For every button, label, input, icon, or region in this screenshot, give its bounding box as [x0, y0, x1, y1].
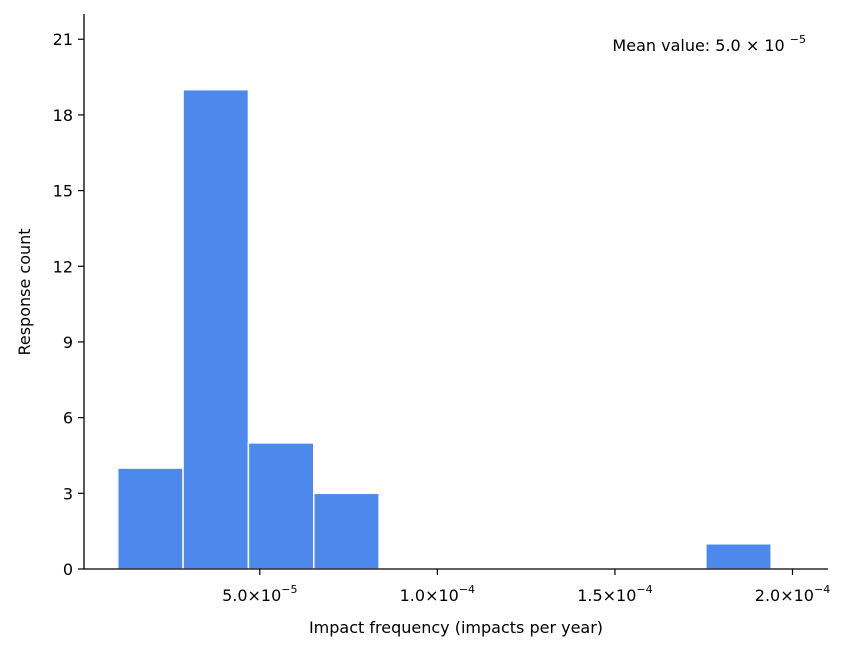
y-tick-label: 21: [53, 30, 73, 49]
x-tick-label: 5.0×10−5: [222, 583, 297, 605]
x-tick-label: 2.0×10−4: [755, 583, 830, 605]
histogram-bar: [116, 467, 184, 570]
annotation-exponent: −5: [790, 33, 806, 46]
axes-group: [83, 14, 828, 570]
y-tick-label: 9: [63, 333, 73, 352]
bars-group: [116, 88, 772, 570]
x-tick-label: 1.5×10−4: [577, 583, 652, 605]
y-tick-label: 18: [53, 106, 73, 125]
y-tick-label: 15: [53, 182, 73, 201]
histogram-bar: [705, 543, 772, 570]
annotation-base: 10: [764, 36, 784, 55]
y-tick-label: 0: [63, 560, 73, 579]
x-ticks-group: 5.0×10−5 1.0×10−4 1.5×10−4 2.0×10−4: [222, 569, 830, 605]
histogram-bar: [313, 492, 380, 570]
x-axis-label: Impact frequency (impacts per year): [309, 618, 603, 637]
y-ticks-group: 0 3 6 9 12 15 18 21: [53, 30, 84, 579]
y-axis-label: Response count: [15, 228, 34, 355]
x-tick-label: 1.0×10−4: [400, 583, 475, 605]
histogram-bar: [182, 88, 250, 570]
mean-value-annotation: Mean value: 5.0 × 10 −5: [612, 33, 806, 55]
y-tick-label: 12: [53, 257, 73, 276]
annotation-prefix: Mean value: 5.0: [612, 36, 740, 55]
y-tick-label: 6: [63, 409, 73, 428]
annotation-times: ×: [746, 36, 759, 55]
histogram-bar: [247, 442, 315, 570]
y-tick-label: 3: [63, 484, 73, 503]
